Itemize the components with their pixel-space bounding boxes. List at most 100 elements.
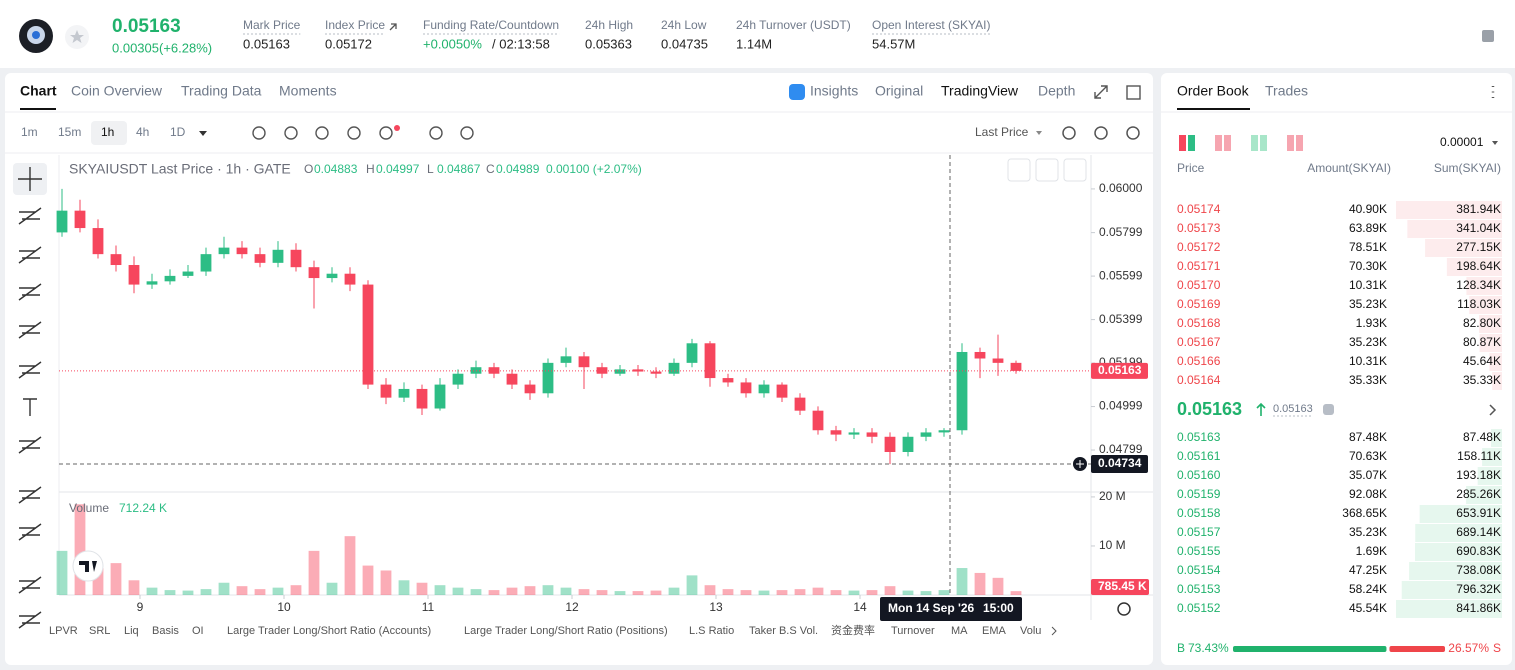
order-price[interactable]: 0.05154: [1177, 563, 1221, 577]
order-price[interactable]: 0.05158: [1177, 506, 1221, 520]
chart-view[interactable]: Depth: [1038, 83, 1075, 99]
chart-tab[interactable]: Trading Data: [181, 83, 262, 99]
header-menu-icon[interactable]: [1482, 30, 1494, 42]
toolbar-icon[interactable]: [460, 126, 474, 140]
layout-toggle[interactable]: [1251, 135, 1258, 151]
indicator-button[interactable]: 资金费率: [831, 623, 875, 637]
indicator-button[interactable]: Large Trader Long/Short Ratio (Accounts): [227, 625, 431, 637]
order-price[interactable]: 0.05157: [1177, 525, 1221, 539]
layout-toggle[interactable]: [1188, 135, 1195, 151]
toolbar-icon[interactable]: [1062, 126, 1076, 140]
toolbar-icon[interactable]: [379, 126, 393, 140]
order-price[interactable]: 0.05163: [1177, 430, 1221, 444]
drawing-tool[interactable]: [18, 246, 42, 264]
order-price[interactable]: 0.05172: [1177, 240, 1221, 254]
order-amount: 70.30K: [1349, 259, 1387, 273]
layout-toggle[interactable]: [1179, 135, 1186, 151]
toolbar-icon[interactable]: [284, 126, 298, 140]
order-price[interactable]: 0.05155: [1177, 544, 1221, 558]
order-amount: 70.63K: [1349, 449, 1387, 463]
stat-label[interactable]: Mark Price: [243, 18, 301, 32]
order-price[interactable]: 0.05161: [1177, 449, 1221, 463]
drawing-tool[interactable]: [18, 283, 42, 301]
toolbar-icon[interactable]: [429, 126, 443, 140]
indicator-button[interactable]: MA: [951, 625, 968, 637]
indicator-button[interactable]: SRL: [89, 625, 110, 637]
drawing-tool[interactable]: [18, 361, 42, 379]
interval-button[interactable]: 1m: [21, 125, 38, 139]
order-price[interactable]: 0.05174: [1177, 202, 1221, 216]
stat-label[interactable]: Open Interest (SKYAI): [872, 18, 991, 32]
order-price[interactable]: 0.05169: [1177, 297, 1221, 311]
interval-button[interactable]: 15m: [58, 125, 81, 139]
window-icon[interactable]: [1126, 85, 1141, 100]
price-source[interactable]: Last Price: [975, 125, 1029, 139]
more-arrow[interactable]: [1489, 404, 1497, 416]
chart-corner-button[interactable]: [1063, 158, 1087, 182]
indicator-button[interactable]: Basis: [152, 625, 179, 637]
indicator-button[interactable]: Large Trader Long/Short Ratio (Positions…: [464, 625, 668, 637]
toolbar-icon[interactable]: [315, 126, 329, 140]
precision-select[interactable]: 0.00001: [1440, 135, 1484, 149]
chart-view[interactable]: Original: [875, 83, 923, 99]
chart-view[interactable]: Insights: [810, 83, 858, 99]
order-price[interactable]: 0.05152: [1177, 601, 1221, 615]
order-price[interactable]: 0.05153: [1177, 582, 1221, 596]
layout-toggle[interactable]: [1296, 135, 1303, 151]
order-price[interactable]: 0.05170: [1177, 278, 1221, 292]
drawing-tool[interactable]: [18, 321, 42, 339]
crosshair-date: Mon 14 Sep '26: [888, 601, 975, 615]
order-book-tab[interactable]: Order Book: [1177, 83, 1250, 99]
layout-toggle[interactable]: [1287, 135, 1294, 151]
order-price[interactable]: 0.05164: [1177, 373, 1221, 387]
drawing-tool[interactable]: [18, 611, 42, 629]
drawing-tool[interactable]: [23, 398, 37, 416]
indicator-button[interactable]: Volu: [1020, 625, 1041, 637]
drawing-tool[interactable]: [18, 207, 42, 225]
order-price[interactable]: 0.05159: [1177, 487, 1221, 501]
fullscreen-icon[interactable]: [1094, 85, 1108, 99]
indicator-button[interactable]: LPVR: [49, 625, 78, 637]
stat-label[interactable]: Funding Rate/Countdown: [423, 18, 559, 32]
chart-corner-button[interactable]: [1007, 158, 1031, 182]
chart-view[interactable]: TradingView: [941, 83, 1019, 99]
indicator-button[interactable]: OI: [192, 625, 204, 637]
layout-toggle[interactable]: [1215, 135, 1222, 151]
favorite-star[interactable]: [70, 30, 84, 43]
interval-dropdown[interactable]: [199, 131, 207, 136]
layout-toggle[interactable]: [1260, 135, 1267, 151]
candle-body: [776, 384, 788, 398]
drawing-tool[interactable]: [18, 576, 42, 594]
stat-label[interactable]: Index Price: [325, 18, 385, 32]
order-price[interactable]: 0.05166: [1177, 354, 1221, 368]
toolbar-icon[interactable]: [1126, 126, 1140, 140]
drawing-tool[interactable]: [18, 486, 42, 504]
chart-tab[interactable]: Chart: [20, 83, 57, 99]
indicator-button[interactable]: EMA: [982, 625, 1007, 637]
order-price[interactable]: 0.05160: [1177, 468, 1221, 482]
drawing-tool[interactable]: [18, 523, 42, 541]
order-price[interactable]: 0.05167: [1177, 335, 1221, 349]
toolbar-icon[interactable]: [347, 126, 361, 140]
indicator-button[interactable]: L.S Ratio: [689, 625, 734, 637]
indicator-scroll[interactable]: [1051, 626, 1057, 636]
indicator-button[interactable]: Turnover: [891, 625, 935, 637]
indicator-button[interactable]: Liq: [124, 625, 139, 637]
interval-button[interactable]: 4h: [136, 125, 149, 139]
drawing-tool[interactable]: [18, 167, 42, 191]
toolbar-icon[interactable]: [1094, 126, 1108, 140]
indicator-button[interactable]: Taker B.S Vol.: [749, 625, 818, 637]
interval-button[interactable]: 1h: [101, 125, 114, 139]
order-price[interactable]: 0.05168: [1177, 316, 1221, 330]
interval-button[interactable]: 1D: [170, 125, 186, 139]
layout-toggle[interactable]: [1224, 135, 1231, 151]
settings-icon[interactable]: [1117, 602, 1131, 616]
chart-corner-button[interactable]: [1035, 158, 1059, 182]
order-price[interactable]: 0.05171: [1177, 259, 1221, 273]
chart-tab[interactable]: Coin Overview: [71, 83, 163, 99]
drawing-tool[interactable]: [18, 436, 42, 454]
toolbar-icon[interactable]: [252, 126, 266, 140]
order-book-tab[interactable]: Trades: [1265, 83, 1308, 99]
order-price[interactable]: 0.05173: [1177, 221, 1221, 235]
chart-tab[interactable]: Moments: [279, 83, 337, 99]
